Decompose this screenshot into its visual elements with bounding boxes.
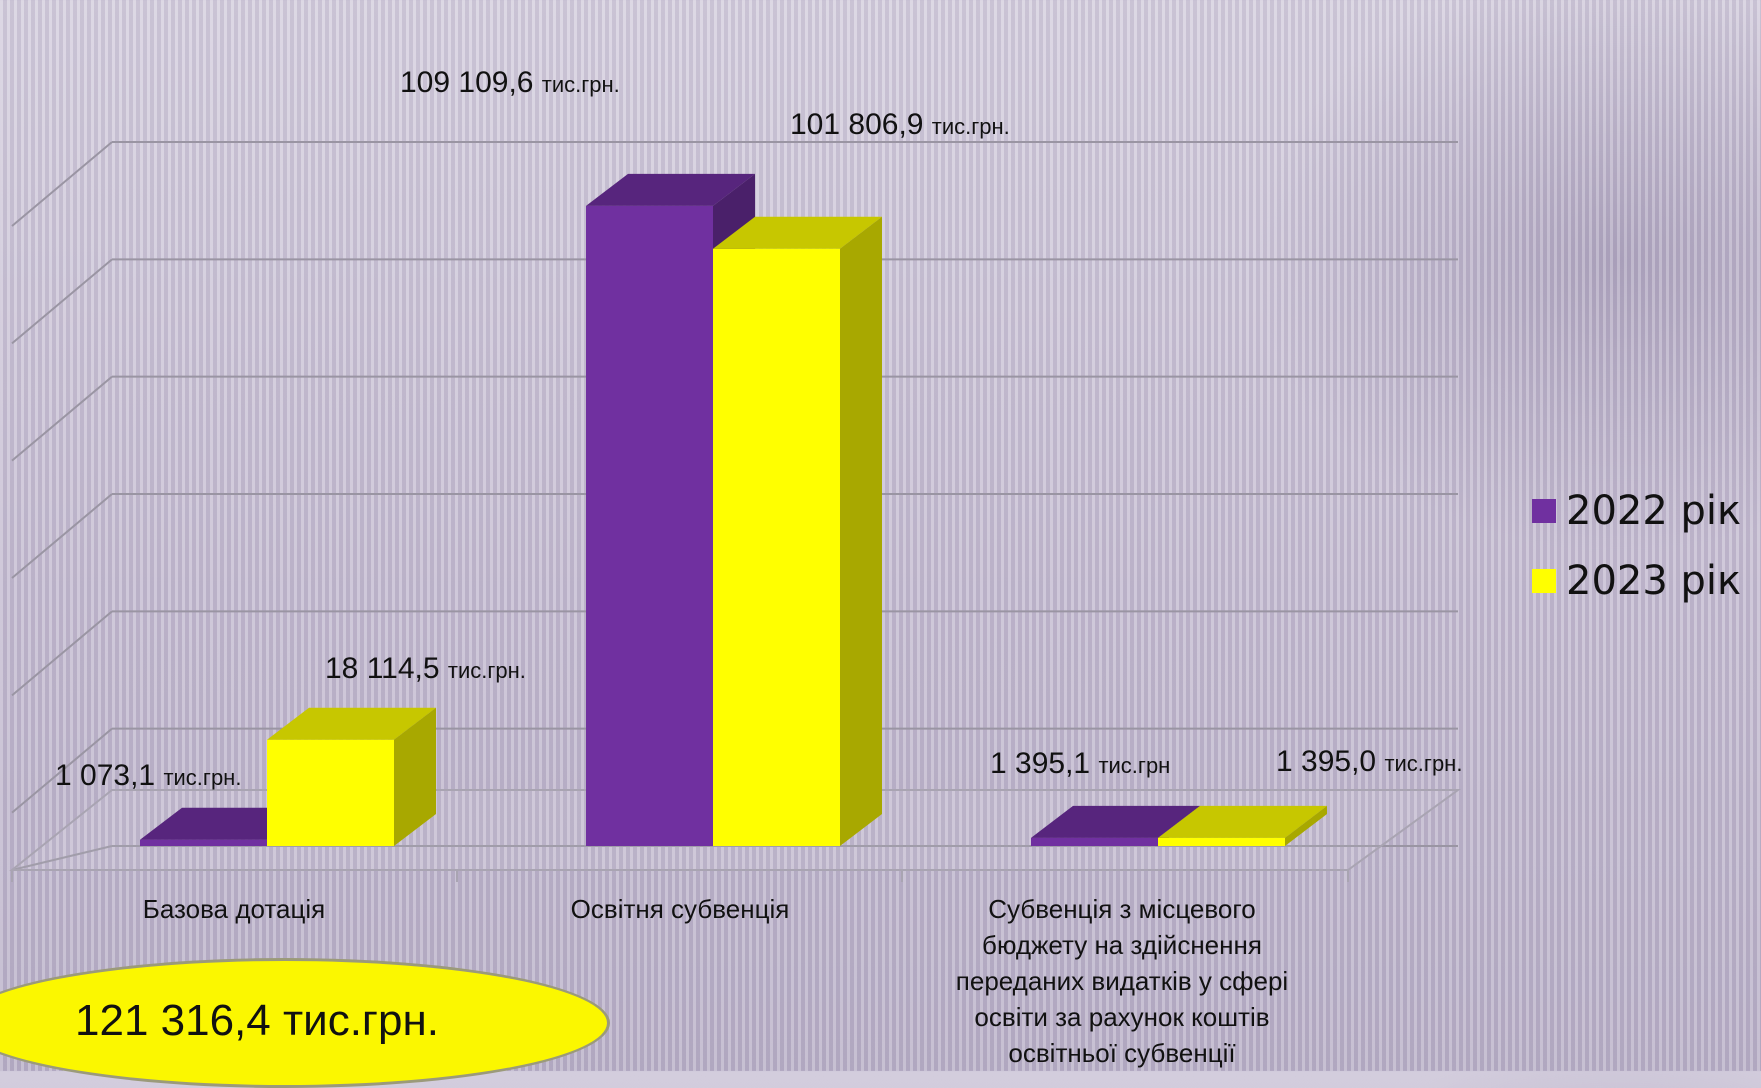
data-label-value: 1 395,1 [990,747,1098,780]
data-label-unit: тис.грн. [448,658,526,683]
bar-2-0 [1031,837,1158,846]
legend-swatch-2023 [1532,569,1556,593]
bar-2-1 [1158,837,1285,846]
category-label-2: бюджету на здійснення [982,930,1262,960]
bar-1-1 [713,248,840,846]
bar-side-0-1 [394,707,436,846]
gridline-depth [11,845,113,871]
bar-0-0 [140,839,267,846]
data-label-1-1: 101 806,9 тис.грн. [790,108,1010,141]
category-label-2: освітньої субвенції [1008,1038,1235,1068]
bar-top-0-1 [267,707,436,740]
legend: 2022 рік 2023 рік [1532,476,1741,616]
data-label-0-1: 18 114,5 тис.грн. [325,652,526,685]
bar-side-1-1 [840,216,882,846]
bar-top-1-0 [586,173,755,206]
data-label-unit: тис.грн. [932,114,1010,139]
category-label-2: освіти за рахунок коштів [974,1002,1269,1032]
bar-0-1 [267,739,394,846]
data-label-unit: тис.грн. [163,765,241,790]
category-label-0: Базова дотація [143,894,325,924]
gridline-depth [11,141,113,227]
data-label-value: 101 806,9 [790,108,932,141]
data-label-value: 1 073,1 [55,759,163,792]
legend-item-2022: 2022 рік [1532,476,1741,546]
category-label-2: переданих видатків у сфері [956,966,1288,996]
data-label-value: 18 114,5 [325,652,448,685]
category-label-2: Субвенція з місцевого [988,894,1255,924]
data-label-0-0: 1 073,1 тис.грн. [55,759,241,792]
bar-side-2-1 [1285,805,1327,846]
data-label-unit: тис.грн. [1384,751,1462,776]
total-label: 121 316,4 тис.грн. [75,996,439,1045]
legend-label-2022: 2022 рік [1566,488,1742,534]
data-label-value: 109 109,6 [400,66,542,99]
data-label-value: 1 395,0 [1276,745,1384,778]
data-label-unit: тис.грн. [542,72,620,97]
gridline-depth [11,727,113,814]
data-label-2-0: 1 395,1 тис.грн [990,747,1170,780]
gridline-depth [11,610,113,697]
gridline-depth [11,493,113,579]
bar-1-0 [586,205,713,846]
legend-swatch-2022 [1532,499,1556,523]
data-label-1-0: 109 109,6 тис.грн. [400,66,620,99]
total-oval [0,958,610,1088]
data-label-unit: тис.грн [1098,753,1170,778]
bar-top-2-0 [1031,805,1200,838]
legend-item-2023: 2023 рік [1532,546,1741,616]
data-label-2-1: 1 395,0 тис.грн. [1276,745,1462,778]
bar-top-2-1 [1158,805,1327,838]
gridline-depth [11,375,113,462]
legend-label-2023: 2023 рік [1566,558,1742,604]
bar-top-1-1 [713,216,882,249]
category-label-1: Освітня субвенція [571,894,790,924]
bar-top-0-0 [140,807,309,840]
gridline-depth [11,258,113,345]
